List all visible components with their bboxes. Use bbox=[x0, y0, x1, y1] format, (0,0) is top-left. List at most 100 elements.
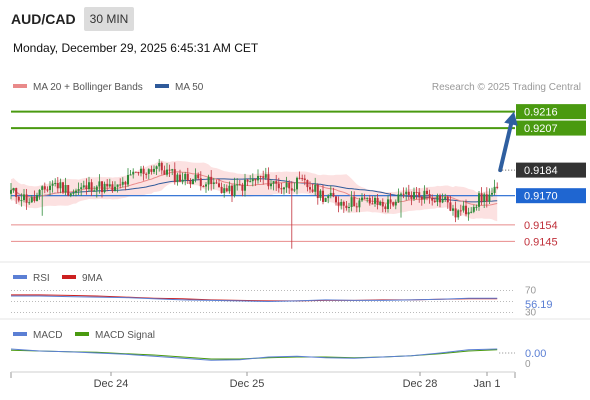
candle bbox=[236, 184, 239, 186]
x-axis: Dec 24 Dec 25 Dec 28 Jan 1 bbox=[94, 372, 500, 390]
candle bbox=[10, 190, 12, 194]
level-label-resistance: 0.9216 bbox=[524, 107, 558, 119]
timeframe-badge[interactable] bbox=[84, 7, 134, 31]
candle bbox=[51, 183, 54, 186]
candle bbox=[163, 170, 166, 175]
macd-signal-legend-label: MACD Signal bbox=[95, 330, 155, 341]
macd-value-label: 0.00 bbox=[525, 348, 546, 360]
candle bbox=[264, 174, 267, 178]
rsi-line bbox=[11, 295, 498, 303]
candle bbox=[244, 179, 246, 191]
last-price-label: 0.9184 bbox=[524, 165, 558, 177]
candle bbox=[69, 193, 72, 196]
candle bbox=[158, 162, 161, 167]
candle bbox=[98, 181, 101, 187]
candle bbox=[223, 188, 226, 194]
candle bbox=[124, 181, 127, 185]
ma50-legend-label: MA 50 bbox=[175, 82, 204, 93]
candle bbox=[101, 181, 103, 193]
candle bbox=[327, 195, 330, 199]
candle bbox=[119, 184, 122, 186]
candle bbox=[462, 205, 465, 211]
candle bbox=[231, 185, 233, 196]
candle bbox=[324, 198, 327, 202]
candle bbox=[106, 183, 109, 187]
candle bbox=[397, 194, 400, 202]
candle bbox=[93, 190, 96, 192]
ma20-legend-label: MA 20 + Bollinger Bands bbox=[33, 82, 143, 93]
candle bbox=[103, 183, 106, 193]
candle bbox=[433, 200, 436, 203]
candle bbox=[194, 174, 197, 180]
candle bbox=[465, 205, 467, 215]
candle bbox=[298, 177, 301, 179]
candle bbox=[67, 185, 70, 196]
candle bbox=[371, 203, 374, 205]
candle bbox=[181, 179, 184, 182]
bollinger-bands bbox=[11, 160, 498, 222]
candle bbox=[361, 197, 363, 201]
candle bbox=[454, 208, 457, 218]
candle bbox=[28, 202, 31, 204]
candle bbox=[251, 178, 254, 182]
macd-line bbox=[10, 348, 498, 361]
candle bbox=[415, 191, 418, 193]
candle bbox=[132, 171, 135, 175]
candle bbox=[363, 197, 366, 199]
symbol-title: AUD/CAD bbox=[11, 11, 76, 27]
target-arrow-head bbox=[504, 111, 518, 126]
candle bbox=[257, 175, 259, 181]
target-arrow bbox=[498, 111, 518, 173]
candle bbox=[496, 186, 499, 188]
rsi-ma-legend-swatch bbox=[62, 275, 76, 279]
candle bbox=[62, 182, 64, 193]
candle bbox=[43, 186, 46, 190]
candle bbox=[212, 182, 215, 185]
candle bbox=[33, 197, 36, 201]
candle bbox=[202, 186, 205, 188]
candle bbox=[197, 174, 200, 179]
candle bbox=[283, 187, 285, 190]
candle bbox=[111, 184, 114, 192]
candle bbox=[452, 208, 454, 211]
candle bbox=[376, 197, 379, 205]
candle bbox=[441, 199, 444, 203]
timeframe-label: 30 MIN bbox=[90, 12, 129, 26]
candle bbox=[116, 184, 119, 187]
candle bbox=[353, 197, 356, 207]
candle bbox=[379, 202, 382, 205]
candle bbox=[228, 185, 231, 192]
candle bbox=[340, 201, 343, 206]
x-axis-label: Dec 28 bbox=[403, 378, 438, 390]
candle bbox=[400, 193, 402, 195]
candle bbox=[56, 182, 59, 189]
datetime-text: Monday, December 29, 2025 6:45:31 AM CET bbox=[13, 41, 259, 55]
macd-axis-label: 0 bbox=[525, 359, 531, 370]
candle bbox=[179, 174, 181, 182]
candle bbox=[218, 183, 220, 187]
candle bbox=[184, 173, 187, 180]
candle bbox=[423, 190, 426, 200]
level-tag-pivot bbox=[516, 188, 586, 204]
candle bbox=[467, 212, 470, 215]
candle bbox=[301, 178, 304, 180]
candle bbox=[12, 188, 15, 191]
candle bbox=[335, 196, 337, 203]
candle bbox=[277, 183, 280, 189]
rsi-legend-label: RSI bbox=[33, 273, 50, 284]
credit-text: Research © 2025 Trading Central bbox=[432, 82, 581, 93]
candle bbox=[470, 211, 473, 213]
rsi-legend-swatch bbox=[13, 275, 27, 279]
candle bbox=[387, 199, 389, 210]
x-axis-label: Dec 24 bbox=[94, 378, 129, 390]
candle bbox=[478, 193, 480, 207]
candle bbox=[140, 168, 142, 174]
candle bbox=[384, 206, 387, 210]
candle bbox=[241, 184, 244, 191]
candle bbox=[314, 184, 317, 192]
candle bbox=[394, 201, 397, 206]
candle bbox=[153, 168, 155, 172]
candle bbox=[439, 195, 441, 203]
candle bbox=[15, 188, 18, 197]
